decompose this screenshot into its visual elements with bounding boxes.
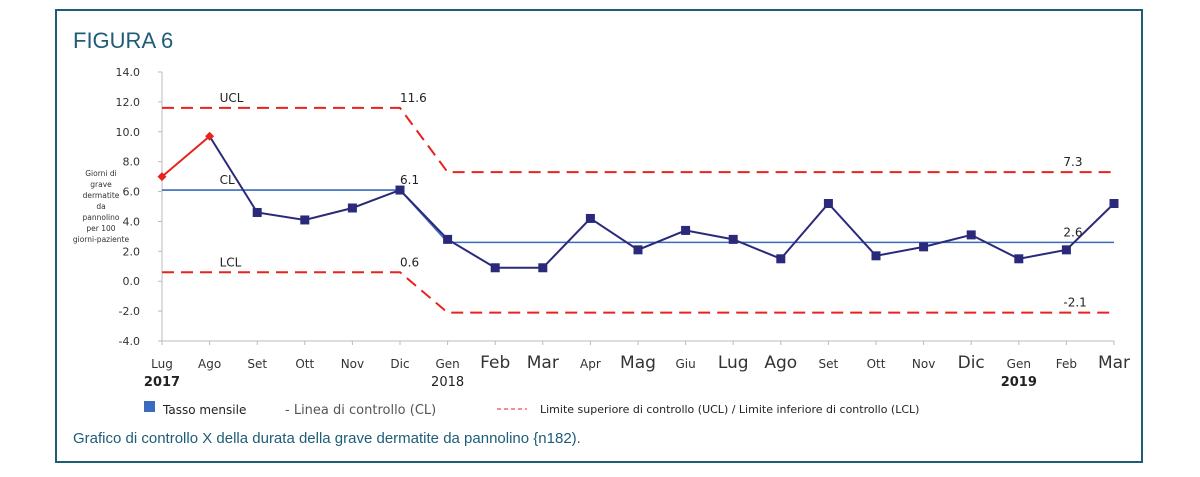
y-tick-label: 4.0: [123, 215, 141, 228]
x-tick-label: Set: [247, 357, 267, 371]
y-tick-label: 14.0: [116, 66, 141, 79]
annotation: CL: [220, 173, 235, 187]
annotation: 11.6: [400, 91, 427, 105]
ucl-line: [162, 106, 1114, 174]
data-point: [395, 185, 405, 195]
series-line: [208, 135, 1115, 269]
annotation: 7.3: [1063, 155, 1082, 169]
data-point: [823, 199, 833, 209]
data-point: [490, 263, 500, 273]
annotation: UCL: [220, 91, 244, 105]
data-point: [347, 203, 357, 213]
x-tick-label: Ott: [867, 357, 886, 371]
annotation: 2.6: [1063, 225, 1082, 239]
y-tick-label: 0.0: [123, 275, 141, 288]
y-tick-label: 10.0: [116, 126, 141, 139]
data-point: [633, 245, 643, 255]
cl-line: [162, 189, 1114, 244]
year-label: 2018: [431, 375, 464, 390]
x-tick-label: Set: [819, 357, 839, 371]
lcl-line: [162, 271, 1114, 314]
x-tick-label: Giu: [675, 357, 695, 371]
data-point: [776, 254, 786, 264]
data-point: [681, 225, 691, 235]
y-tick-label: -4.0: [119, 335, 140, 348]
x-tick-label: Ott: [295, 357, 314, 371]
data-point: [966, 230, 976, 240]
data-point: [538, 263, 548, 273]
y-tick-label: 6.0: [123, 186, 141, 199]
data-point: [728, 234, 738, 244]
x-tick-label: Lug: [151, 357, 173, 371]
data-point: [252, 207, 262, 217]
year-label: 2017: [144, 375, 180, 390]
legend-marker-square: [144, 401, 155, 412]
x-tick-label: Ago: [764, 353, 797, 373]
legend-label: Tasso mensile: [162, 403, 246, 417]
figure-frame: [55, 9, 1143, 463]
annotation: -2.1: [1063, 296, 1086, 310]
x-tick-label: Ago: [198, 357, 221, 371]
data-point: [585, 213, 595, 223]
data-point: [1061, 245, 1071, 255]
x-tick-label: Mar: [527, 353, 559, 373]
data-point: [205, 131, 215, 141]
data-point: [1109, 199, 1119, 209]
data-point: [871, 251, 881, 261]
x-tick-label: Gen: [1007, 357, 1031, 371]
figure-caption: Grafico di controllo X della durata dell…: [73, 430, 581, 447]
legend-label: Limite superiore di controllo (UCL) / Li…: [540, 403, 919, 416]
x-tick-label: Lug: [718, 353, 749, 373]
legend-label: - Linea di controllo (CL): [285, 403, 436, 418]
x-tick-label: Feb: [480, 353, 510, 373]
y-tick-label: 2.0: [123, 245, 141, 258]
year-label: 2019: [1001, 375, 1037, 390]
series-line-early: [161, 135, 211, 178]
y-axis-label: Giorni di grave dermatite da pannolino per 10…: [73, 169, 130, 244]
x-tick-label: Dic: [390, 357, 409, 371]
data-point: [300, 215, 310, 225]
annotation: 0.6: [400, 255, 419, 269]
x-tick-label: Apr: [580, 357, 601, 371]
annotation: 6.1: [400, 173, 419, 187]
x-tick-label: Feb: [1056, 357, 1077, 371]
y-tick-label: 12.0: [116, 96, 141, 109]
annotation: LCL: [220, 255, 242, 269]
y-tick-label: 8.0: [123, 156, 141, 169]
x-tick-label: Gen: [435, 357, 459, 371]
x-tick-label: Nov: [912, 357, 935, 371]
x-tick-label: Nov: [341, 357, 364, 371]
figure-label: FIGURA 6: [73, 28, 174, 53]
data-point: [919, 242, 929, 252]
y-tick-label: -2.0: [119, 305, 140, 318]
data-point: [443, 234, 453, 244]
x-tick-label: Mar: [1098, 353, 1130, 373]
data-point: [157, 172, 167, 182]
x-tick-label: Dic: [958, 353, 985, 373]
data-point: [1014, 254, 1024, 264]
x-tick-label: Mag: [620, 353, 656, 373]
